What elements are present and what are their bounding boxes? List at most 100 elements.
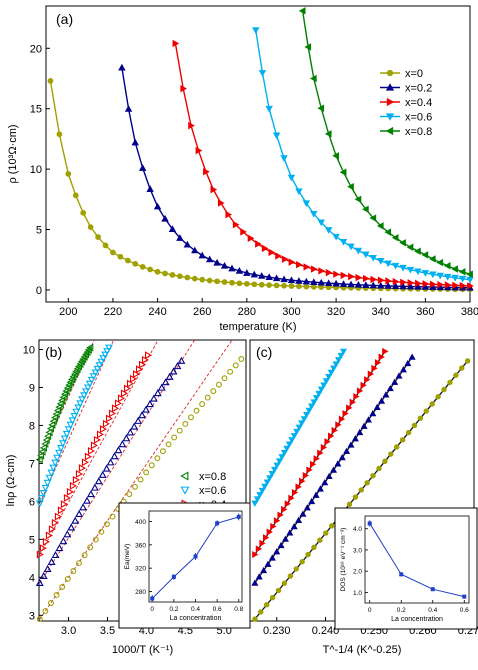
data-point [240,228,247,236]
data-point [392,277,400,286]
data-point [47,78,54,84]
data-point [55,403,63,412]
x-tick-label: 3.0 [61,625,76,637]
panel-label: (a) [56,11,73,27]
data-point [406,243,414,251]
data-point [260,566,268,574]
data-point [309,460,317,468]
data-point [64,576,71,582]
data-point [52,410,60,418]
data-point [117,253,124,260]
data-point [339,239,348,246]
inset-x-tick-label: 0 [368,607,372,614]
data-point [251,579,259,586]
data-point [256,492,264,499]
data-point [118,440,127,448]
data-point [323,530,329,536]
data-point [299,510,307,517]
data-point [134,416,143,424]
data-point [332,361,340,368]
data-point [98,528,105,535]
data-point [332,233,340,241]
data-point [404,359,412,367]
data-point [321,478,329,486]
data-point [280,275,288,283]
x-tick-label: 0.230 [263,625,291,637]
data-point [299,477,306,485]
data-point [399,264,407,272]
data-point [303,283,310,290]
data-point [39,571,48,579]
data-point [86,343,94,352]
data-point [277,511,284,519]
data-point [81,552,88,559]
data-point [247,234,255,243]
y-tick-label: 10 [30,164,42,176]
data-point [362,281,370,288]
data-point [316,485,324,492]
x-tick-label: 3.5 [100,625,115,637]
data-point [360,381,367,389]
data-point [299,559,305,565]
data-point [71,516,80,524]
data-point [458,275,467,283]
data-point [63,494,71,502]
data-point [310,265,318,273]
y-axis-label: ρ (10³Ω·cm) [7,124,19,183]
data-point [35,500,44,508]
data-point [258,487,266,495]
inset-x-tick-label: 0.2 [169,606,178,613]
data-point [253,496,261,503]
data-point [400,278,407,286]
data-point [429,271,437,279]
data-point [157,383,166,391]
inset-point [462,594,467,599]
data-point [206,277,213,284]
x-axis-label: T^-1/4 (K^-0.25) [323,644,402,656]
data-point [126,491,133,498]
data-point [281,580,288,586]
data-point [317,537,323,543]
data-point [162,270,168,277]
data-point [369,214,377,222]
data-point [79,503,87,511]
data-point [340,271,348,280]
data-point [54,512,62,521]
data-point [255,240,262,248]
legend-marker [385,113,395,121]
data-point [312,491,320,498]
legend-marker [385,83,395,91]
inset-x-label: La concentration [170,615,222,622]
data-point [64,426,73,434]
inset-y-label: DOS (10¹⁸ eV⁻¹ cm⁻³) [340,528,347,592]
data-point [275,587,282,594]
inset-point [193,554,198,559]
data-point [217,199,225,207]
data-point [59,584,66,590]
data-point [110,452,119,460]
data-point [96,430,105,439]
data-point [339,348,348,356]
data-point [56,131,63,138]
data-point [288,258,296,266]
data-point [45,474,54,482]
data-point [53,454,62,462]
data-point [187,414,194,421]
data-point [435,394,441,400]
data-point [91,369,100,377]
data-point [354,247,363,255]
data-point [370,275,378,284]
data-point [275,458,283,465]
data-point [59,393,67,402]
data-point [232,220,240,229]
data-point [153,202,162,210]
data-point [280,449,288,457]
data-point [99,355,108,363]
data-point [51,413,59,422]
inset-line [369,523,465,598]
data-point [369,409,377,417]
data-point [130,422,139,430]
inset-background [334,507,478,630]
legend-marker [385,126,394,136]
data-point [317,219,325,227]
